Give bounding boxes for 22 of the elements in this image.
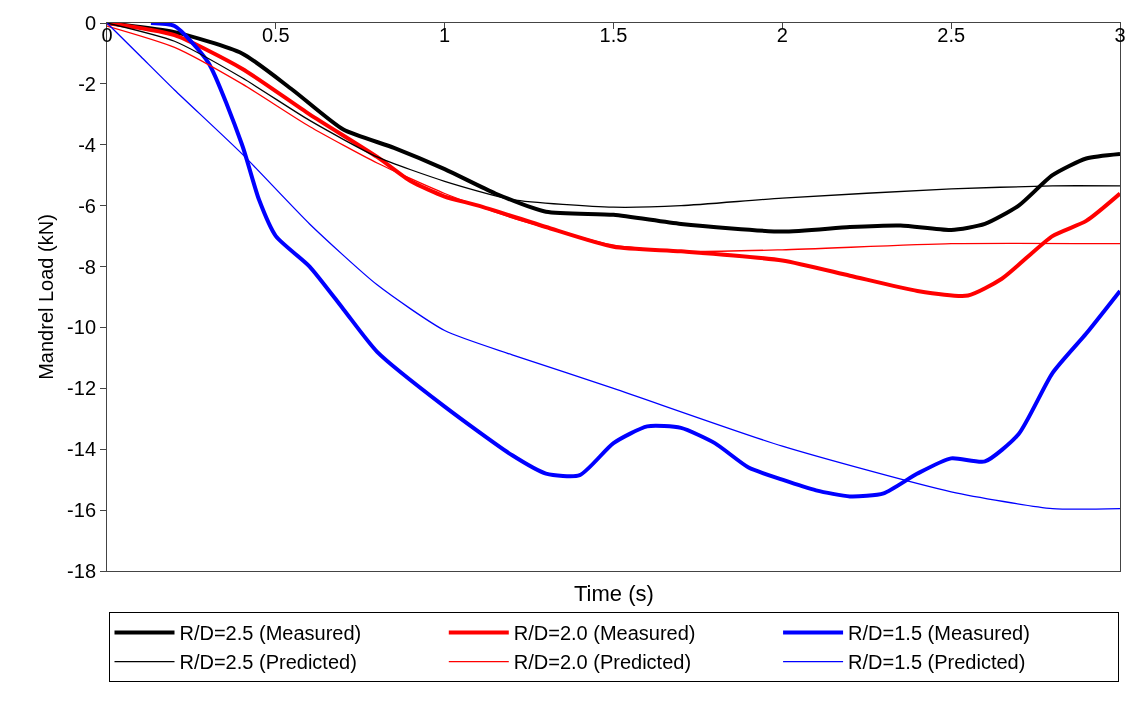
- y-tick-label: -2: [78, 72, 96, 95]
- x-tick-label: 0.5: [261, 24, 290, 46]
- legend-label: R/D=2.0 (Measured): [513, 622, 696, 645]
- y-tick-label: -14: [67, 438, 96, 461]
- y-tick-label: -10: [67, 316, 96, 339]
- x-axis-title: Time (s): [574, 581, 654, 606]
- x-tick-label: 1: [439, 24, 451, 46]
- legend-label: R/D=2.5 (Predicted): [179, 651, 357, 674]
- x-tick-label: 2: [776, 24, 788, 46]
- x-tick-label: 1.5: [599, 24, 628, 46]
- y-tick-label: -12: [67, 377, 96, 400]
- legend-label: R/D=1.5 (Predicted): [848, 651, 1026, 674]
- x-tick-label: 2.5: [937, 24, 966, 46]
- y-tick-label: -18: [67, 560, 96, 582]
- legend-label: R/D=2.0 (Predicted): [513, 651, 692, 674]
- legend-label: R/D=1.5 (Measured): [848, 622, 1030, 645]
- y-tick-label: -8: [78, 255, 96, 278]
- y-axis-title: Mandrel Load (kN): [34, 214, 57, 380]
- y-tick-label: -4: [78, 133, 96, 156]
- y-tick-label: -16: [67, 499, 96, 522]
- legend-label: R/D=2.5 (Measured): [179, 622, 362, 645]
- y-tick-label: -6: [78, 194, 96, 217]
